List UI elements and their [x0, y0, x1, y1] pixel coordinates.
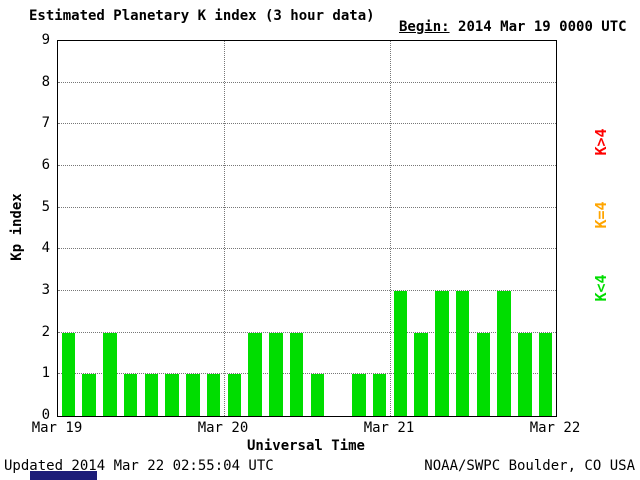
- kp-bar: [435, 291, 449, 416]
- kp-bar: [455, 291, 470, 416]
- source-text: NOAA/SWPC Boulder, CO USA: [424, 458, 635, 474]
- y-axis-title: Kp index: [9, 193, 25, 261]
- gridline-horizontal: [58, 123, 556, 125]
- begin-line: Begin: 2014 Mar 19 0000 UTC: [399, 19, 627, 35]
- y-tick-label: 3: [41, 282, 50, 298]
- kp-bar: [123, 374, 138, 416]
- kp-bar: [310, 374, 325, 416]
- kp-bar: [103, 332, 117, 416]
- kp-bar: [165, 374, 179, 416]
- x-tick-label: Mar 20: [197, 420, 249, 436]
- gridline-horizontal: [58, 248, 556, 250]
- kp-bar: [393, 291, 408, 416]
- y-tick-label: 6: [41, 157, 50, 173]
- kp-bar: [186, 374, 200, 416]
- legend-item: K=4: [592, 201, 610, 229]
- kp-bar: [61, 332, 76, 416]
- kp-bar: [518, 332, 532, 416]
- kp-bar: [269, 332, 283, 416]
- gridline-vertical: [224, 41, 225, 416]
- kp-bar: [372, 374, 387, 416]
- chart-title: Estimated Planetary K index (3 hour data…: [29, 8, 375, 24]
- updated-text: Updated 2014 Mar 22 02:55:04 UTC: [4, 458, 274, 474]
- kp-bar: [248, 332, 262, 416]
- kp-bar: [352, 374, 366, 416]
- gridline-horizontal: [58, 81, 556, 83]
- y-tick-label: 9: [41, 32, 50, 48]
- y-tick-label: 5: [41, 198, 50, 215]
- kp-bar: [476, 332, 491, 416]
- y-tick-label: 4: [41, 240, 50, 257]
- legend-item: K>4: [592, 128, 610, 156]
- y-tick-label: 8: [41, 73, 50, 90]
- kp-bar: [538, 332, 553, 416]
- gridline-horizontal: [58, 331, 556, 333]
- y-tick-label: 7: [41, 115, 50, 132]
- gridline-horizontal: [58, 290, 556, 291]
- plot-area: [57, 40, 557, 417]
- gridline-horizontal: [58, 373, 556, 375]
- y-tick-label: 1: [41, 365, 50, 382]
- legend-item: K<4: [592, 274, 610, 302]
- begin-value: 2014 Mar 19 0000 UTC: [458, 19, 627, 35]
- kp-bar: [206, 374, 221, 416]
- x-tick-label: Mar 22: [529, 420, 581, 436]
- kp-bar: [497, 291, 511, 416]
- kp-bar: [227, 374, 242, 416]
- y-tick-label: 2: [41, 323, 50, 340]
- x-tick-label: Mar 19: [31, 420, 83, 436]
- kp-bar: [289, 332, 304, 416]
- kp-bar: [82, 374, 96, 416]
- kp-bar: [144, 374, 159, 416]
- gridline-horizontal: [58, 165, 556, 166]
- x-axis-title: Universal Time: [246, 438, 365, 454]
- bottom-left-artifact: [30, 471, 97, 480]
- gridline-vertical: [390, 41, 391, 416]
- y-tick-label: 0: [41, 407, 50, 423]
- x-tick-label: Mar 21: [363, 420, 415, 436]
- begin-label: Begin:: [399, 19, 450, 35]
- kp-bar: [414, 332, 428, 416]
- gridline-horizontal: [58, 206, 556, 208]
